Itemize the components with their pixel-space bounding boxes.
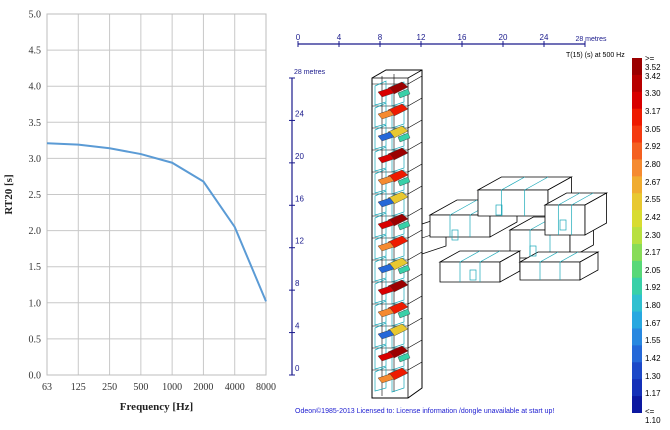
plot-frame [46,13,267,376]
left-axis-tick-label: 16 [295,194,304,203]
top-axis-tick-label: 16 [458,33,467,42]
colorbar-label: 3.05 [645,124,661,134]
rt20-chart-panel: 0.0 0.5 1.0 1.5 2.0 2.5 3.0 3.5 4.0 4.5 5.0 63 125 25… [0,0,280,425]
colorbar-swatch [632,210,642,228]
colorbar-swatch [632,243,642,262]
colorbar-swatch [632,108,642,127]
colorbar-swatch [632,159,642,177]
colorbar-label: 3.30 [645,89,661,99]
y-tick-label: 1.5 [29,262,42,273]
colorbar-label: >= 3.52 [645,54,661,72]
x-tick-label: 4000 [225,382,245,393]
colorbar-swatch [632,345,642,363]
top-axis-tick-label: 0 [296,33,301,42]
x-tick-label: 63 [42,382,52,393]
room-model-canvas[interactable]: 0 4 8 12 16 20 24 28 metres 0 4 8 12 16 20 24 28 metres [280,0,670,425]
colorbar-swatch [632,260,642,279]
colorbar-label: 3.17 [645,106,661,116]
colorbar-swatch [632,227,642,245]
x-tick-label: 500 [133,382,148,393]
colorbar-label: 1.17 [645,389,661,399]
left-axis-tick-label: 4 [295,322,300,331]
colorbar-label: 2.55 [645,195,661,205]
colorbar-swatch [632,74,642,93]
colorbar-label: 2.92 [645,142,661,152]
top-axis-tick-label: 4 [337,33,342,42]
x-tick-label: 250 [102,382,117,393]
y-tick-label: 2.0 [29,226,42,237]
colorbar-label: 2.30 [645,230,661,240]
colorbar-label: <= 1.10 [645,407,661,425]
y-tick-label: 3.5 [29,118,42,129]
rt20-series-line [46,142,267,302]
colorbar-label: 2.80 [645,159,661,169]
colorbar-swatch [632,294,642,313]
colorbar-swatch [632,193,642,211]
top-axis-tick-label: 20 [499,33,508,42]
left-axis-tick-label: 24 [295,109,304,118]
x-axis-label: Frequency [Hz] [120,401,193,413]
top-axis-tick-label: 24 [540,33,549,42]
colorbar-swatch [632,328,642,346]
colorbar-label: 2.67 [645,177,661,187]
colorbar-label: 1.80 [645,301,661,311]
colorbar-label: 1.30 [645,371,661,381]
left-axis-tick-label: 0 [295,364,300,373]
license-text: Odeon©1985-2013 Licensed to: License inf… [295,408,555,415]
colorbar-swatch [632,396,642,413]
x-tick-label: 1000 [162,382,182,393]
colorbar-label: 1.67 [645,318,661,328]
colorbar-title: T(15) (s) at 500 Hz [566,52,625,59]
left-axis-tick-label: 20 [295,152,304,161]
building-wireframe [371,69,609,399]
colorbar-label: 1.92 [645,283,661,293]
colorbar-swatch [632,379,642,397]
x-tick-label: 8000 [256,382,276,393]
left-axis-unit: 28 metres [294,69,326,76]
colorbar [632,58,642,413]
colorbar-swatch [632,311,642,329]
top-axis-tick-label: 12 [417,33,426,42]
rt20-chart: 0.0 0.5 1.0 1.5 2.0 2.5 3.0 3.5 4.0 4.5 5.0 63 125 25… [3,10,276,414]
y-tick-label: 0.0 [29,371,42,382]
colorbar-label: 2.17 [645,248,661,258]
colorbar-label: 3.42 [645,71,661,81]
colorbar-swatch [632,277,642,296]
left-axis-tick-label: 8 [295,279,300,288]
y-tick-label: 5.0 [29,10,42,21]
colorbar-label: 2.05 [645,265,661,275]
colorbar-label: 2.42 [645,212,661,222]
y-tick-label: 4.0 [29,82,42,93]
x-tick-label: 125 [71,382,86,393]
y-tick-label: 4.5 [29,46,42,57]
colorbar-swatch [632,125,642,144]
top-axis-tick-label: 8 [378,33,383,42]
colorbar-swatch [632,91,642,110]
room-model-view[interactable]: 0 4 8 12 16 20 24 28 metres 0 4 8 12 16 20 24 28 metres [280,0,670,425]
colorbar-label: 1.55 [645,336,661,346]
y-tick-label: 3.0 [29,154,42,165]
y-tick-label: 2.5 [29,190,42,201]
colorbar-label: 1.42 [645,354,661,364]
colorbar-swatch [632,176,642,194]
left-axis-tick-label: 12 [295,237,304,246]
y-tick-label: 0.5 [29,334,42,345]
x-tick-label: 2000 [193,382,213,393]
y-axis-label: RT20 [s] [3,174,15,214]
top-axis-unit: 28 metres [575,36,607,43]
y-tick-label: 1.0 [29,298,42,309]
colorbar-swatch [632,362,642,380]
colorbar-swatch [632,142,642,160]
colorbar-swatch [632,58,642,76]
